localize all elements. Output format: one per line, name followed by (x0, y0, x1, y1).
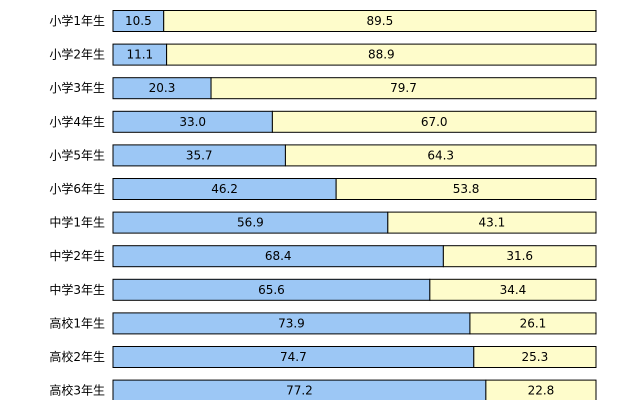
bar-segment-yellow (429, 278, 597, 301)
category-label: 高校2年生 (49, 349, 105, 364)
data-label: 79.7 (390, 81, 417, 95)
category-label: 小学2年生 (49, 47, 105, 62)
data-label: 22.8 (528, 384, 555, 398)
category-label: 中学2年生 (49, 248, 105, 263)
data-label: 67.0 (421, 115, 448, 129)
data-label: 64.3 (427, 148, 454, 162)
data-label: 43.1 (479, 216, 506, 230)
data-label: 20.3 (149, 81, 176, 95)
data-label: 33.0 (179, 115, 206, 129)
data-label: 77.2 (286, 384, 313, 398)
bar-segment-yellow (442, 245, 597, 268)
bar-segment-yellow (469, 312, 597, 335)
data-label: 65.6 (258, 283, 285, 297)
category-label: 高校1年生 (49, 315, 105, 330)
data-label: 31.6 (506, 249, 533, 263)
data-label: 68.4 (265, 249, 292, 263)
bar-segment-yellow (166, 43, 597, 66)
data-label: 73.9 (278, 316, 305, 330)
category-label: 小学3年生 (49, 80, 105, 95)
category-label: 小学4年生 (49, 114, 105, 129)
data-label: 56.9 (237, 216, 264, 230)
data-label: 89.5 (366, 14, 393, 28)
category-label: 小学6年生 (49, 181, 105, 196)
bar-segment-yellow (485, 379, 597, 400)
category-label: 小学1年生 (49, 13, 105, 28)
data-label: 88.9 (368, 48, 395, 62)
data-label: 74.7 (280, 350, 307, 364)
bar-segment-yellow (473, 346, 597, 368)
data-label: 11.1 (126, 48, 153, 62)
category-label: 高校3年生 (49, 383, 105, 398)
bar-segment-yellow (284, 144, 597, 167)
data-label: 10.5 (125, 14, 152, 28)
data-label: 25.3 (522, 350, 549, 364)
data-label: 53.8 (453, 182, 480, 196)
bar-segment-yellow (387, 211, 597, 234)
data-label: 26.1 (520, 316, 547, 330)
data-label: 46.2 (211, 182, 238, 196)
data-label: 35.7 (186, 148, 213, 162)
category-label: 中学1年生 (49, 215, 105, 230)
bar-segment-yellow (335, 178, 597, 200)
bar-segment-yellow (210, 77, 597, 100)
bar-segment-yellow (163, 10, 597, 32)
bar-segment-yellow (271, 110, 597, 133)
category-label: 中学3年生 (49, 282, 105, 297)
category-label: 小学5年生 (49, 147, 105, 162)
data-label: 34.4 (500, 283, 527, 297)
